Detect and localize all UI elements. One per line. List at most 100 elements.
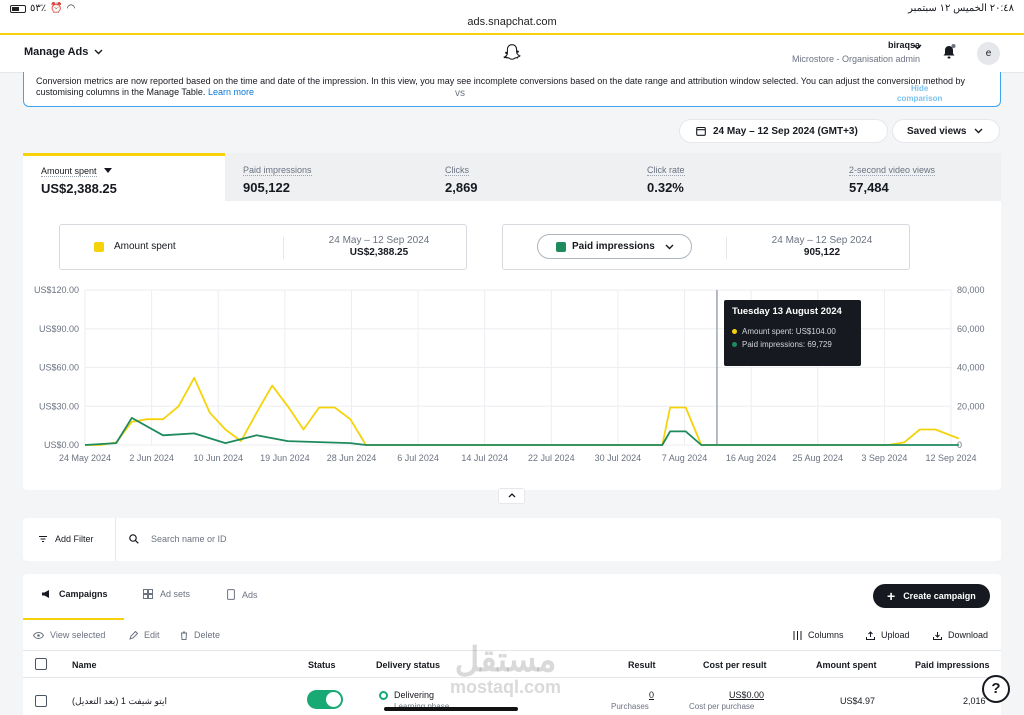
learn-more-link[interactable]: Learn more xyxy=(207,87,254,97)
metric-tab-video-views[interactable]: 2-second video views 57,484 xyxy=(831,153,1001,201)
tab-campaigns[interactable]: Campaigns xyxy=(41,589,108,599)
chevron-down-icon xyxy=(94,49,103,55)
table-row[interactable]: ايتو شيفت 1 (بعد التعديل) Delivering Lea… xyxy=(23,678,1001,715)
y-left-tick-label: US$60.00 xyxy=(39,363,79,373)
delete-button[interactable]: Delete xyxy=(180,630,220,640)
metric-tab-amount-spent[interactable]: Amount spent US$2,388.25 xyxy=(23,153,225,201)
metric-tab-click-rate[interactable]: Click rate 0.32% xyxy=(629,153,831,201)
row-checkbox[interactable] xyxy=(35,695,47,707)
performance-chart[interactable]: US$0.00 0 US$30.00 20,000 US$60.00 40,000 US$9… xyxy=(23,280,1001,475)
chevron-down-icon[interactable] xyxy=(913,44,922,50)
eye-icon xyxy=(33,631,44,639)
search-placeholder: Search name or ID xyxy=(151,534,227,544)
bell-icon[interactable] xyxy=(942,44,956,60)
column-header-result[interactable]: Result xyxy=(628,660,656,670)
account-switcher[interactable]: biraqsa Microstore - Organisation admin xyxy=(792,40,920,64)
tab-label: Ad sets xyxy=(160,589,191,599)
y-left-tick-label: US$0.00 xyxy=(44,440,79,450)
help-button[interactable]: ? xyxy=(982,675,1010,703)
x-tick-label: 28 Jun 2024 xyxy=(327,453,377,463)
collapse-chart-button[interactable] xyxy=(498,488,525,504)
metric-value: US$2,388.25 xyxy=(41,181,117,196)
wifi-icon: ◠ xyxy=(66,3,76,14)
date-range-button[interactable]: 24 May – 12 Sep 2024 (GMT+3) xyxy=(679,119,888,143)
comparison-metric-dropdown[interactable]: Paid impressions xyxy=(537,234,692,259)
saved-views-dropdown[interactable]: Saved views xyxy=(892,119,1000,143)
status-toggle[interactable] xyxy=(307,690,343,709)
delivering-status-icon xyxy=(379,691,388,700)
range-value: 905,122 xyxy=(803,247,841,258)
delivery-status: Delivering xyxy=(394,690,435,700)
trash-icon xyxy=(181,631,187,640)
status-bar: ٥٣٪ ⏰ ◠ ٢٠:٤٨ الخميس ١٢ سبتمبر xyxy=(0,0,1024,16)
download-icon xyxy=(933,631,942,640)
metric-label: Clicks xyxy=(445,165,469,176)
table-header: Name Status Delivery status Result Cost … xyxy=(23,650,1001,678)
metric-value: 905,122 xyxy=(243,180,290,195)
select-all-checkbox[interactable] xyxy=(35,658,47,670)
columns-icon xyxy=(793,630,802,640)
column-header-cost[interactable]: Cost per result xyxy=(703,660,767,670)
banner-text: Conversion metrics are now reported base… xyxy=(36,76,966,97)
upload-button[interactable]: Upload xyxy=(866,630,910,640)
y-right-tick-label: 60,000 xyxy=(957,324,985,334)
tab-label: Campaigns xyxy=(59,589,108,599)
impressions-dot-icon xyxy=(732,342,737,347)
columns-button[interactable]: Columns xyxy=(793,630,844,640)
result-value[interactable]: 0 xyxy=(649,690,655,700)
metric-label: 2-second video views xyxy=(849,165,936,176)
campaign-name[interactable]: ايتو شيفت 1 (بعد التعديل) xyxy=(72,696,167,706)
hide-comparison-link[interactable]: Hide comparison xyxy=(897,84,942,104)
result-type: Purchases xyxy=(611,702,649,711)
hide-comparison-line1: Hide xyxy=(911,84,929,93)
tab-ad-sets[interactable]: Ad sets xyxy=(143,589,190,599)
search-input[interactable]: Search name or ID xyxy=(129,534,227,544)
y-right-tick-label: 0 xyxy=(957,440,962,450)
caret-down-icon[interactable] xyxy=(103,168,112,174)
watermark-arabic: مستقل xyxy=(454,641,557,679)
battery-icon xyxy=(10,4,26,13)
column-header-amount[interactable]: Amount spent xyxy=(816,660,877,670)
comparison-right-range: 24 May – 12 Sep 2024 905,122 xyxy=(757,235,887,258)
metric-tab-clicks[interactable]: Clicks 2,869 xyxy=(427,153,629,201)
create-campaign-label: Create campaign xyxy=(903,591,976,601)
avatar[interactable]: e xyxy=(977,42,1000,65)
column-header-delivery[interactable]: Delivery status xyxy=(376,660,441,670)
add-filter-button[interactable]: Add Filter xyxy=(39,534,94,544)
view-selected-button[interactable]: View selected xyxy=(33,630,105,640)
snapchat-ghost-icon[interactable] xyxy=(502,43,522,63)
column-header-name[interactable]: Name xyxy=(72,660,97,670)
hide-comparison-line2: comparison xyxy=(897,94,943,103)
edit-button[interactable]: Edit xyxy=(129,630,160,640)
amount-spent-value: US$4.97 xyxy=(840,696,876,706)
column-header-impressions[interactable]: Paid impressions xyxy=(915,660,990,670)
tab-ads[interactable]: Ads xyxy=(227,589,258,600)
filter-icon xyxy=(39,536,47,542)
y-left-tick-label: US$90.00 xyxy=(39,324,79,334)
cost-per-result[interactable]: US$0.00 xyxy=(729,690,765,700)
url-bar[interactable]: ads.snapchat.com xyxy=(0,16,1024,33)
y-left-tick-label: US$30.00 xyxy=(39,401,79,411)
x-tick-label: 22 Jul 2024 xyxy=(528,453,575,463)
y-left-tick-label: US$120.00 xyxy=(34,285,79,295)
download-button[interactable]: Download xyxy=(933,630,988,640)
series-line-paid-impressions xyxy=(84,416,959,446)
comparison-left: Amount spent 24 May – 12 Sep 2024 US$2,3… xyxy=(59,224,467,270)
manage-ads-label: Manage Ads xyxy=(24,46,89,58)
comparison-right-metric: Paid impressions xyxy=(572,241,655,252)
metric-tab-paid-impressions[interactable]: Paid impressions 905,122 xyxy=(225,153,427,201)
y-right-tick-label: 20,000 xyxy=(957,401,985,411)
metric-tabs: Amount spent US$2,388.25 Paid impression… xyxy=(23,153,1001,201)
url-text: ads.snapchat.com xyxy=(467,16,557,28)
create-campaign-button[interactable]: + Create campaign xyxy=(873,584,990,608)
paid-impressions-value: 2,016 xyxy=(963,696,986,706)
column-header-status[interactable]: Status xyxy=(308,660,336,670)
x-tick-label: 14 Jul 2024 xyxy=(461,453,508,463)
add-filter-label: Add Filter xyxy=(55,534,94,544)
range-dates: 24 May – 12 Sep 2024 xyxy=(771,235,873,246)
download-label: Download xyxy=(948,630,989,640)
x-tick-label: 2 Jun 2024 xyxy=(129,453,174,463)
paid-impressions-swatch xyxy=(556,241,566,252)
metric-label: Paid impressions xyxy=(243,165,312,176)
manage-ads-menu[interactable]: Manage Ads xyxy=(24,46,103,58)
